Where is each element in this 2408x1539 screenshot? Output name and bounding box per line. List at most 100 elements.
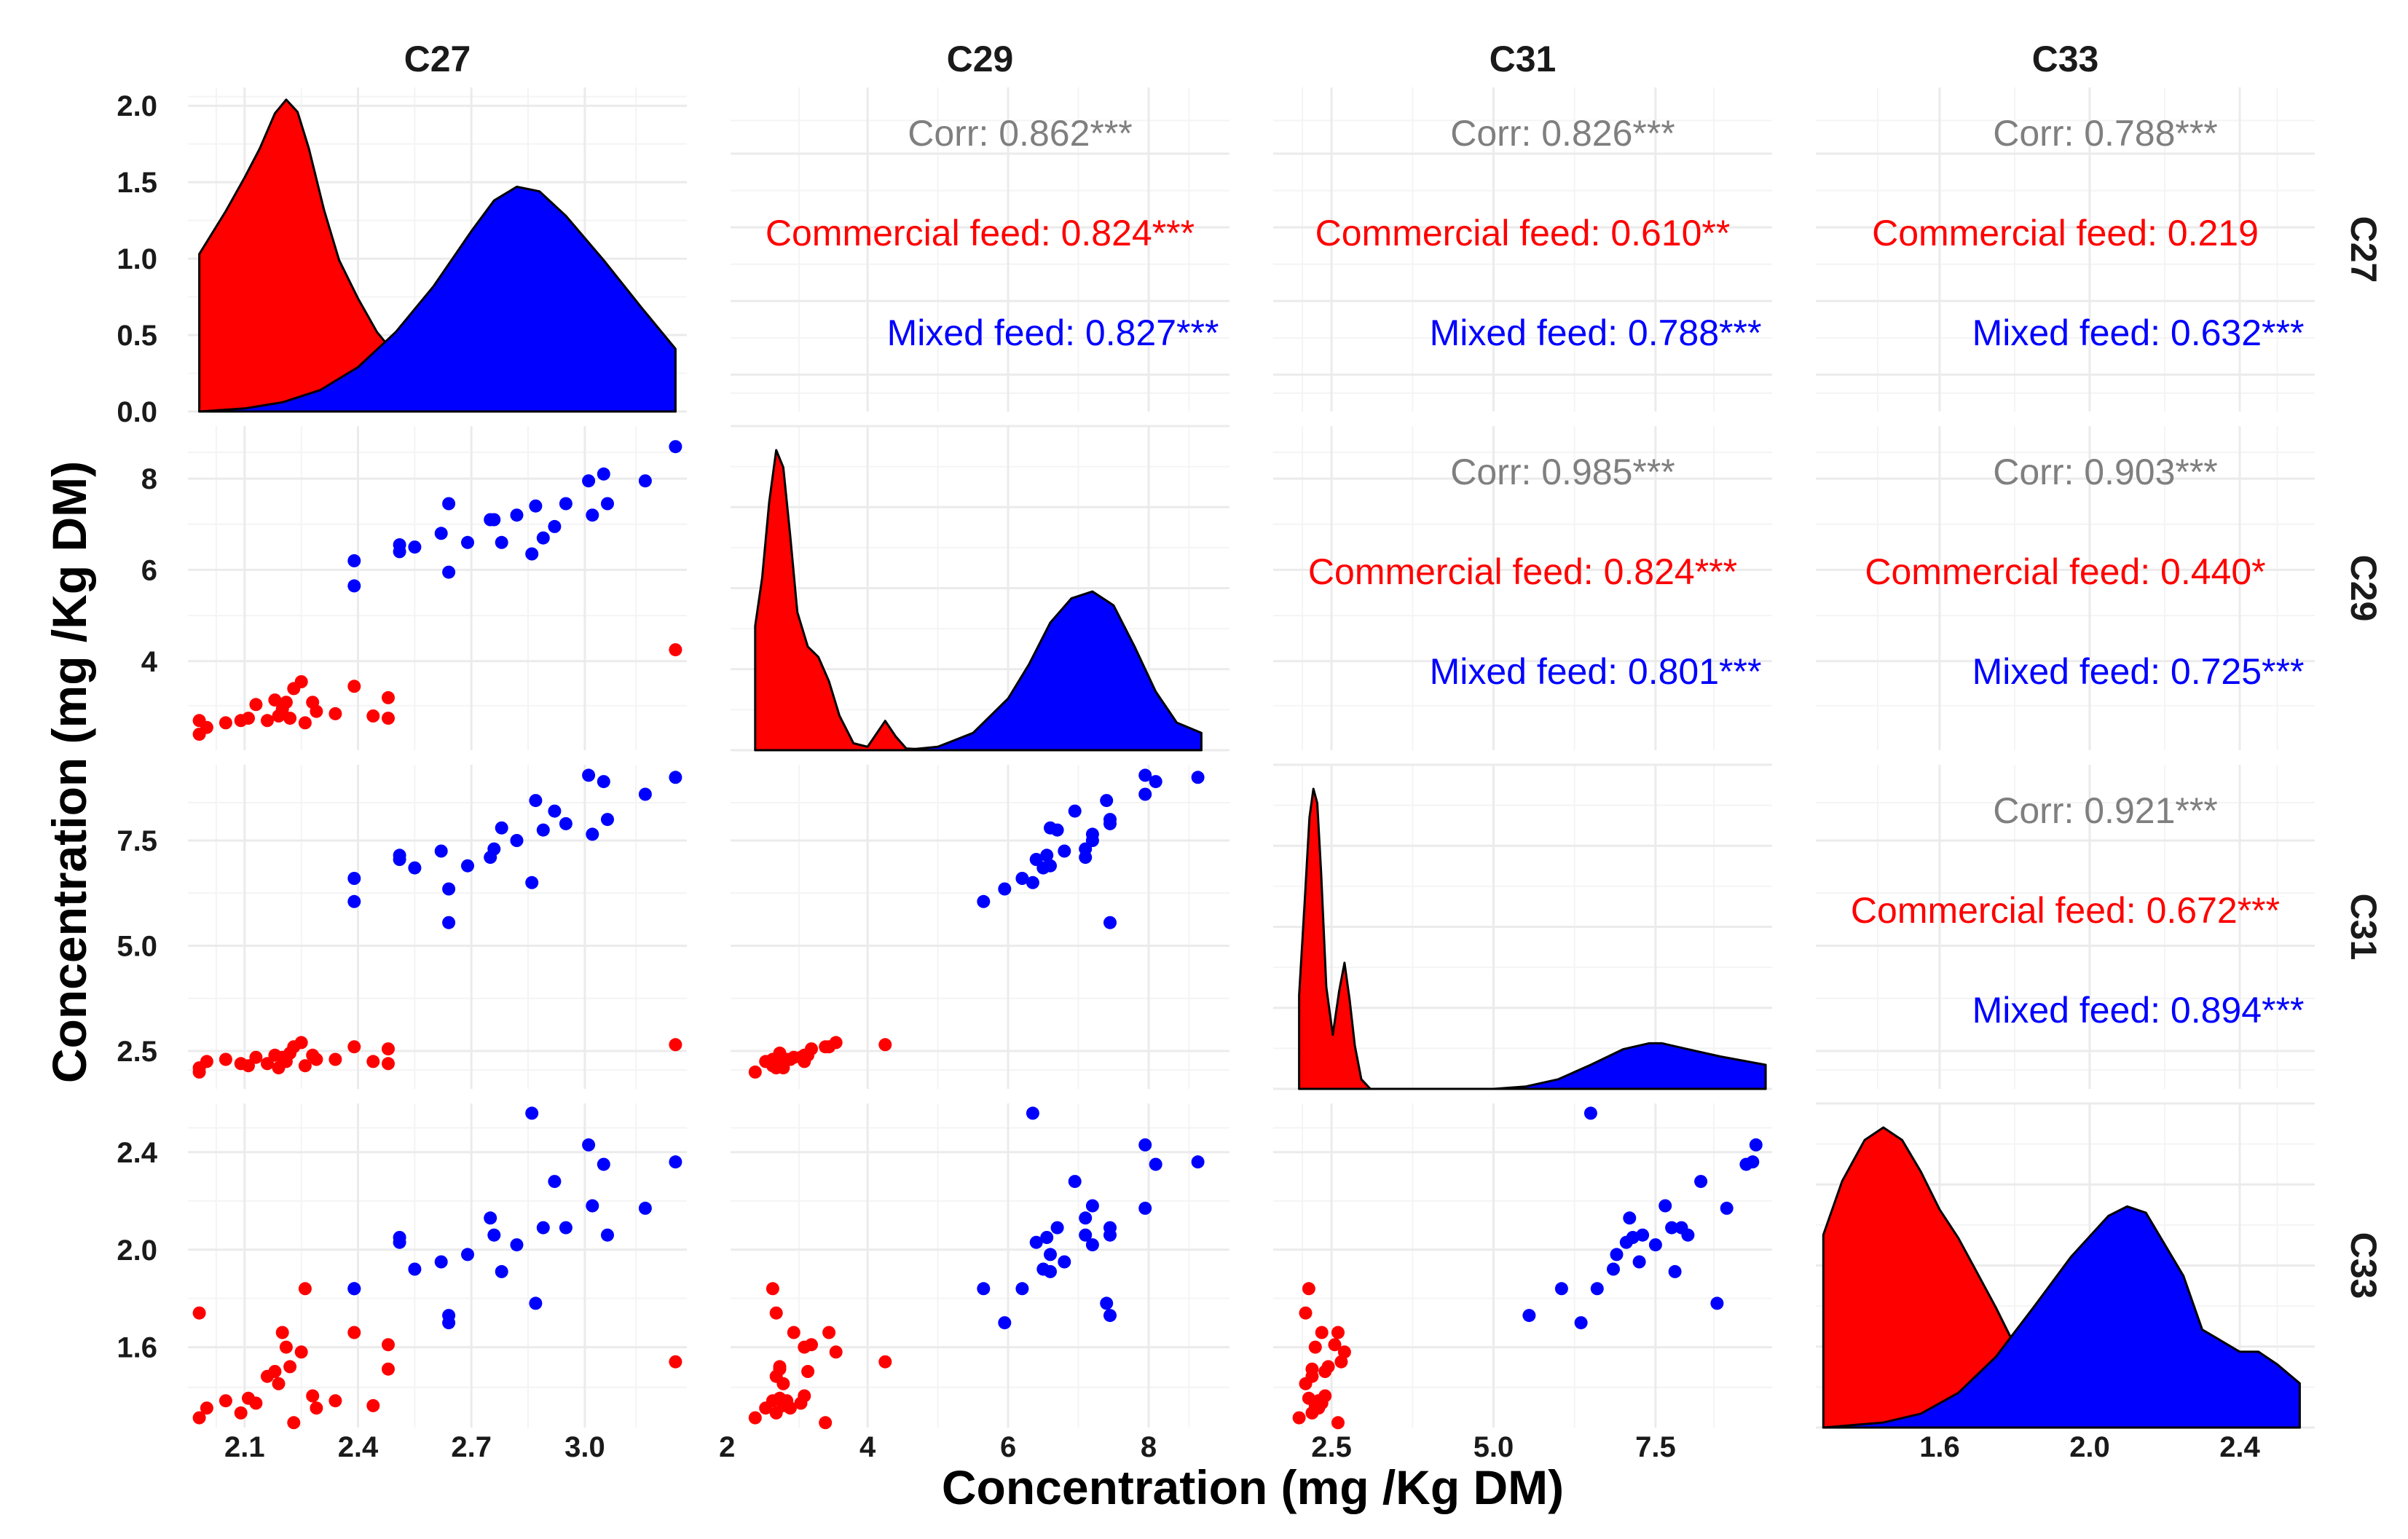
point-commercial-C29-C33 [801, 1365, 815, 1378]
point-mixed-C31-C33 [1665, 1221, 1679, 1235]
point-mixed-C29-C33 [1015, 1282, 1029, 1296]
column-strip-C27: C27 [404, 39, 471, 79]
corr-commercial-C27-C29: Commercial feed: 0.824*** [766, 213, 1195, 253]
point-commercial-C27-C29 [261, 714, 274, 728]
corr-value-C29-C31: Corr: 0.985*** [1450, 452, 1675, 492]
point-commercial-C29-C33 [805, 1338, 818, 1352]
point-mixed-C27-C33 [638, 1201, 652, 1215]
y-tick-C31: 5.0 [117, 931, 157, 963]
point-mixed-C27-C31 [638, 787, 652, 801]
corr-mixed-C29-C33: Mixed feed: 0.725*** [1972, 651, 2305, 692]
column-strip-C33: C33 [2032, 39, 2099, 79]
point-mixed-C29-C31 [1050, 823, 1064, 837]
point-commercial-C27-C31 [347, 1040, 361, 1054]
point-mixed-C29-C33 [1026, 1106, 1039, 1120]
point-commercial-C27-C33 [328, 1394, 342, 1408]
x-tick-C29: 2 [719, 1431, 735, 1463]
x-tick-C31: 2.5 [1311, 1431, 1352, 1463]
panel-C31-C29 [731, 765, 1229, 1089]
point-mixed-C27-C29 [347, 579, 361, 593]
corr-mixed-C31-C33: Mixed feed: 0.894*** [1972, 990, 2305, 1031]
point-mixed-C29-C31 [1138, 768, 1152, 782]
column-strip-C31: C31 [1490, 39, 1557, 79]
point-commercial-C31-C33 [1305, 1362, 1319, 1376]
point-commercial-C27-C31 [200, 1055, 213, 1068]
point-mixed-C29-C31 [1040, 849, 1054, 862]
point-commercial-C27-C33 [294, 1345, 308, 1359]
point-mixed-C27-C33 [347, 1282, 361, 1296]
x-tick-C31: 5.0 [1473, 1431, 1514, 1463]
point-mixed-C27-C29 [434, 527, 448, 540]
point-commercial-C27-C31 [192, 1065, 206, 1079]
point-mixed-C29-C31 [1044, 859, 1057, 873]
y-tick-density: 1.0 [117, 243, 157, 275]
point-mixed-C29-C33 [1058, 1255, 1071, 1269]
point-commercial-C31-C33 [1315, 1326, 1329, 1339]
point-commercial-C27-C33 [192, 1411, 206, 1425]
panel-C33-C33 [1816, 1102, 2315, 1429]
point-mixed-C27-C33 [586, 1199, 599, 1213]
point-commercial-C27-C31 [249, 1050, 263, 1064]
panel-C29-C31: Corr: 0.985*** Commercial feed: 0.824*** M… [1273, 426, 1772, 750]
point-commercial-C27-C33 [669, 1355, 682, 1369]
density-mixed-C29 [754, 590, 1203, 752]
x-tick-C29: 8 [1141, 1431, 1157, 1463]
point-mixed-C31-C33 [1554, 1282, 1568, 1296]
point-commercial-C27-C33 [310, 1401, 323, 1415]
point-commercial-C27-C29 [382, 690, 395, 704]
point-commercial-C31-C33 [1302, 1282, 1315, 1296]
point-mixed-C29-C31 [1015, 872, 1029, 885]
point-commercial-C27-C33 [382, 1362, 395, 1376]
point-commercial-C27-C31 [328, 1052, 342, 1066]
point-commercial-C27-C29 [669, 643, 682, 657]
panel-C31-C33: Corr: 0.921*** Commercial feed: 0.672*** M… [1816, 765, 2315, 1089]
panel-C29-C27 [188, 426, 687, 750]
point-commercial-C27-C29 [366, 709, 380, 723]
point-mixed-C29-C31 [977, 894, 991, 908]
panel-C31-C27 [188, 765, 687, 1089]
point-mixed-C31-C33 [1607, 1262, 1620, 1276]
point-mixed-C27-C29 [495, 535, 508, 549]
point-commercial-C31-C33 [1331, 1416, 1345, 1430]
point-mixed-C27-C31 [461, 859, 474, 873]
point-commercial-C27-C31 [382, 1042, 395, 1056]
point-mixed-C29-C33 [1138, 1201, 1152, 1215]
point-mixed-C27-C29 [601, 497, 614, 511]
point-commercial-C27-C29 [283, 712, 297, 725]
point-mixed-C29-C33 [1191, 1155, 1205, 1169]
point-mixed-C31-C33 [1694, 1175, 1708, 1189]
point-mixed-C27-C31 [442, 916, 456, 929]
point-mixed-C29-C33 [1103, 1309, 1117, 1323]
point-commercial-C27-C33 [306, 1389, 320, 1403]
corr-mixed-C27-C33: Mixed feed: 0.632*** [1972, 312, 2305, 353]
point-mixed-C29-C33 [1149, 1157, 1162, 1171]
point-mixed-C29-C31 [1103, 916, 1117, 929]
point-commercial-C27-C29 [298, 716, 312, 730]
point-commercial-C27-C31 [219, 1052, 232, 1066]
point-mixed-C27-C33 [529, 1296, 543, 1310]
point-mixed-C27-C29 [529, 499, 543, 513]
point-commercial-C31-C33 [1321, 1360, 1335, 1374]
point-commercial-C27-C33 [287, 1416, 301, 1430]
point-mixed-C29-C31 [1085, 827, 1099, 841]
point-mixed-C29-C33 [1085, 1238, 1099, 1252]
point-commercial-C27-C31 [366, 1055, 380, 1068]
y-tick-C31: 2.5 [117, 1036, 157, 1068]
point-mixed-C27-C29 [442, 565, 456, 579]
corr-mixed-C27-C29: Mixed feed: 0.827*** [887, 312, 1219, 353]
point-mixed-C27-C29 [582, 474, 596, 488]
point-mixed-C27-C33 [408, 1262, 422, 1276]
corr-commercial-C31-C33: Commercial feed: 0.672*** [1851, 890, 2280, 931]
point-commercial-C27-C31 [669, 1038, 682, 1052]
column-strip-C29: C29 [947, 39, 1014, 79]
point-mixed-C27-C31 [487, 842, 501, 856]
point-mixed-C29-C31 [1026, 875, 1039, 889]
point-mixed-C29-C31 [1149, 775, 1162, 789]
point-mixed-C29-C33 [1040, 1231, 1054, 1244]
point-mixed-C27-C31 [586, 827, 599, 841]
point-commercial-C27-C31 [382, 1057, 395, 1071]
y-tick-density: 0.5 [117, 320, 157, 352]
corr-value-C31-C33: Corr: 0.921*** [1993, 790, 2218, 831]
point-mixed-C31-C33 [1668, 1264, 1682, 1278]
point-mixed-C29-C33 [1103, 1228, 1117, 1242]
